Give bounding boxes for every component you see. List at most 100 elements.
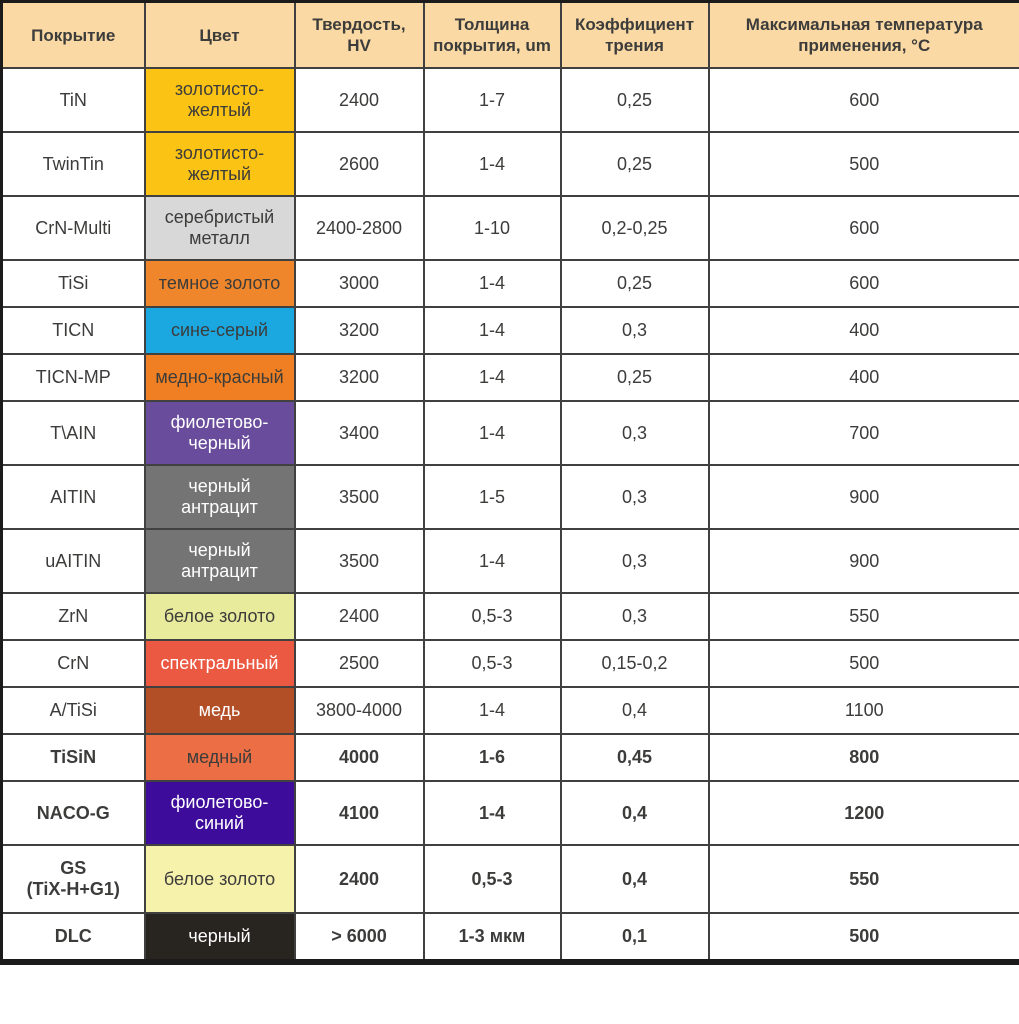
header-coating: Покрытие <box>0 0 146 69</box>
friction-cell: 0,3 <box>559 306 710 355</box>
table-row: TICN сине-серый 3200 1-4 0,3 400 <box>0 306 1019 355</box>
friction-cell: 0,3 <box>559 400 710 466</box>
hardness-cell: 2600 <box>293 131 425 197</box>
coatings-table: Покрытие Цвет Твердость, HV Толщина покр… <box>0 0 1019 965</box>
coating-name-cell: DLC <box>0 912 146 963</box>
thickness-cell: 1-4 <box>422 259 562 308</box>
coating-name-cell: TICN-MP <box>0 353 146 402</box>
thickness-cell: 1-5 <box>422 464 562 530</box>
color-cell: серебристый металл <box>143 195 296 261</box>
thickness-cell: 1-4 <box>422 131 562 197</box>
max-temp-cell: 600 <box>707 259 1019 308</box>
hardness-cell: 4000 <box>293 733 425 782</box>
coating-name-cell: CrN <box>0 639 146 688</box>
hardness-cell: 3000 <box>293 259 425 308</box>
friction-cell: 0,1 <box>559 912 710 963</box>
thickness-cell: 1-6 <box>422 733 562 782</box>
thickness-cell: 1-4 <box>422 306 562 355</box>
friction-cell: 0,25 <box>559 131 710 197</box>
header-thickness: Толщина покрытия, um <box>422 0 562 69</box>
coating-name-cell: TiSiN <box>0 733 146 782</box>
table-body: TiN золотисто-желтый 2400 1-7 0,25 600 TwinTin… <box>0 67 1019 963</box>
max-temp-cell: 1100 <box>707 686 1019 735</box>
header-row: Покрытие Цвет Твердость, HV Толщина покр… <box>0 0 1019 69</box>
coating-name-cell: AITIN <box>0 464 146 530</box>
color-cell: сине-серый <box>143 306 296 355</box>
thickness-cell: 1-7 <box>422 67 562 133</box>
header-hardness: Твердость, HV <box>293 0 425 69</box>
coating-name-cell: TiN <box>0 67 146 133</box>
thickness-cell: 0,5-3 <box>422 639 562 688</box>
table-row: TICN-MP медно-красный 3200 1-4 0,25 400 <box>0 353 1019 402</box>
table-row: TiSiN медный 4000 1-6 0,45 800 <box>0 733 1019 782</box>
friction-cell: 0,4 <box>559 844 710 914</box>
table-row: TiSi темное золото 3000 1-4 0,25 600 <box>0 259 1019 308</box>
color-cell: медный <box>143 733 296 782</box>
color-cell: фиолетово-черный <box>143 400 296 466</box>
table-row: A/TiSi медь 3800-4000 1-4 0,4 1100 <box>0 686 1019 735</box>
friction-cell: 0,15-0,2 <box>559 639 710 688</box>
page: Покрытие Цвет Твердость, HV Толщина покр… <box>0 0 1019 965</box>
friction-cell: 0,25 <box>559 353 710 402</box>
max-temp-cell: 550 <box>707 592 1019 641</box>
hardness-cell: 4100 <box>293 780 425 846</box>
hardness-cell: > 6000 <box>293 912 425 963</box>
coating-name-cell: T\AIN <box>0 400 146 466</box>
table-row: TwinTin золотисто-желтый 2600 1-4 0,25 500 <box>0 131 1019 197</box>
thickness-cell: 1-4 <box>422 686 562 735</box>
max-temp-cell: 500 <box>707 639 1019 688</box>
friction-cell: 0,25 <box>559 67 710 133</box>
friction-cell: 0,3 <box>559 464 710 530</box>
thickness-cell: 0,5-3 <box>422 592 562 641</box>
hardness-cell: 3200 <box>293 353 425 402</box>
coating-name-cell: TiSi <box>0 259 146 308</box>
color-cell: черный <box>143 912 296 963</box>
max-temp-cell: 1200 <box>707 780 1019 846</box>
header-max-temp: Максимальная температура применения, °C <box>707 0 1019 69</box>
coating-name-cell: uAITIN <box>0 528 146 594</box>
color-cell: темное золото <box>143 259 296 308</box>
color-cell: белое золото <box>143 592 296 641</box>
max-temp-cell: 500 <box>707 131 1019 197</box>
friction-cell: 0,4 <box>559 686 710 735</box>
hardness-cell: 2500 <box>293 639 425 688</box>
table-row: AITIN черный антрацит 3500 1-5 0,3 900 <box>0 464 1019 530</box>
table-row: GS (TiX-H+G1) белое золото 2400 0,5-3 0,4 550 <box>0 844 1019 914</box>
hardness-cell: 3500 <box>293 464 425 530</box>
hardness-cell: 3500 <box>293 528 425 594</box>
friction-cell: 0,25 <box>559 259 710 308</box>
max-temp-cell: 400 <box>707 353 1019 402</box>
color-cell: черный антрацит <box>143 464 296 530</box>
hardness-cell: 2400 <box>293 67 425 133</box>
header-color: Цвет <box>143 0 296 69</box>
max-temp-cell: 600 <box>707 67 1019 133</box>
thickness-cell: 0,5-3 <box>422 844 562 914</box>
header-friction: Коэффициент трения <box>559 0 710 69</box>
hardness-cell: 3400 <box>293 400 425 466</box>
friction-cell: 0,3 <box>559 592 710 641</box>
hardness-cell: 3200 <box>293 306 425 355</box>
table-row: NACO-G фиолетово-синий 4100 1-4 0,4 1200 <box>0 780 1019 846</box>
hardness-cell: 2400 <box>293 592 425 641</box>
table-header: Покрытие Цвет Твердость, HV Толщина покр… <box>0 0 1019 69</box>
thickness-cell: 1-3 мкм <box>422 912 562 963</box>
max-temp-cell: 700 <box>707 400 1019 466</box>
color-cell: белое золото <box>143 844 296 914</box>
thickness-cell: 1-4 <box>422 353 562 402</box>
max-temp-cell: 900 <box>707 464 1019 530</box>
coating-name-cell: TICN <box>0 306 146 355</box>
table-row: TiN золотисто-желтый 2400 1-7 0,25 600 <box>0 67 1019 133</box>
coating-name-cell: TwinTin <box>0 131 146 197</box>
coating-name-cell: NACO-G <box>0 780 146 846</box>
coating-name-cell: CrN-Multi <box>0 195 146 261</box>
max-temp-cell: 550 <box>707 844 1019 914</box>
max-temp-cell: 500 <box>707 912 1019 963</box>
max-temp-cell: 600 <box>707 195 1019 261</box>
max-temp-cell: 800 <box>707 733 1019 782</box>
hardness-cell: 2400 <box>293 844 425 914</box>
thickness-cell: 1-10 <box>422 195 562 261</box>
table-row: CrN-Multi серебристый металл 2400-2800 1-10… <box>0 195 1019 261</box>
friction-cell: 0,4 <box>559 780 710 846</box>
hardness-cell: 2400-2800 <box>293 195 425 261</box>
color-cell: золотисто-желтый <box>143 131 296 197</box>
